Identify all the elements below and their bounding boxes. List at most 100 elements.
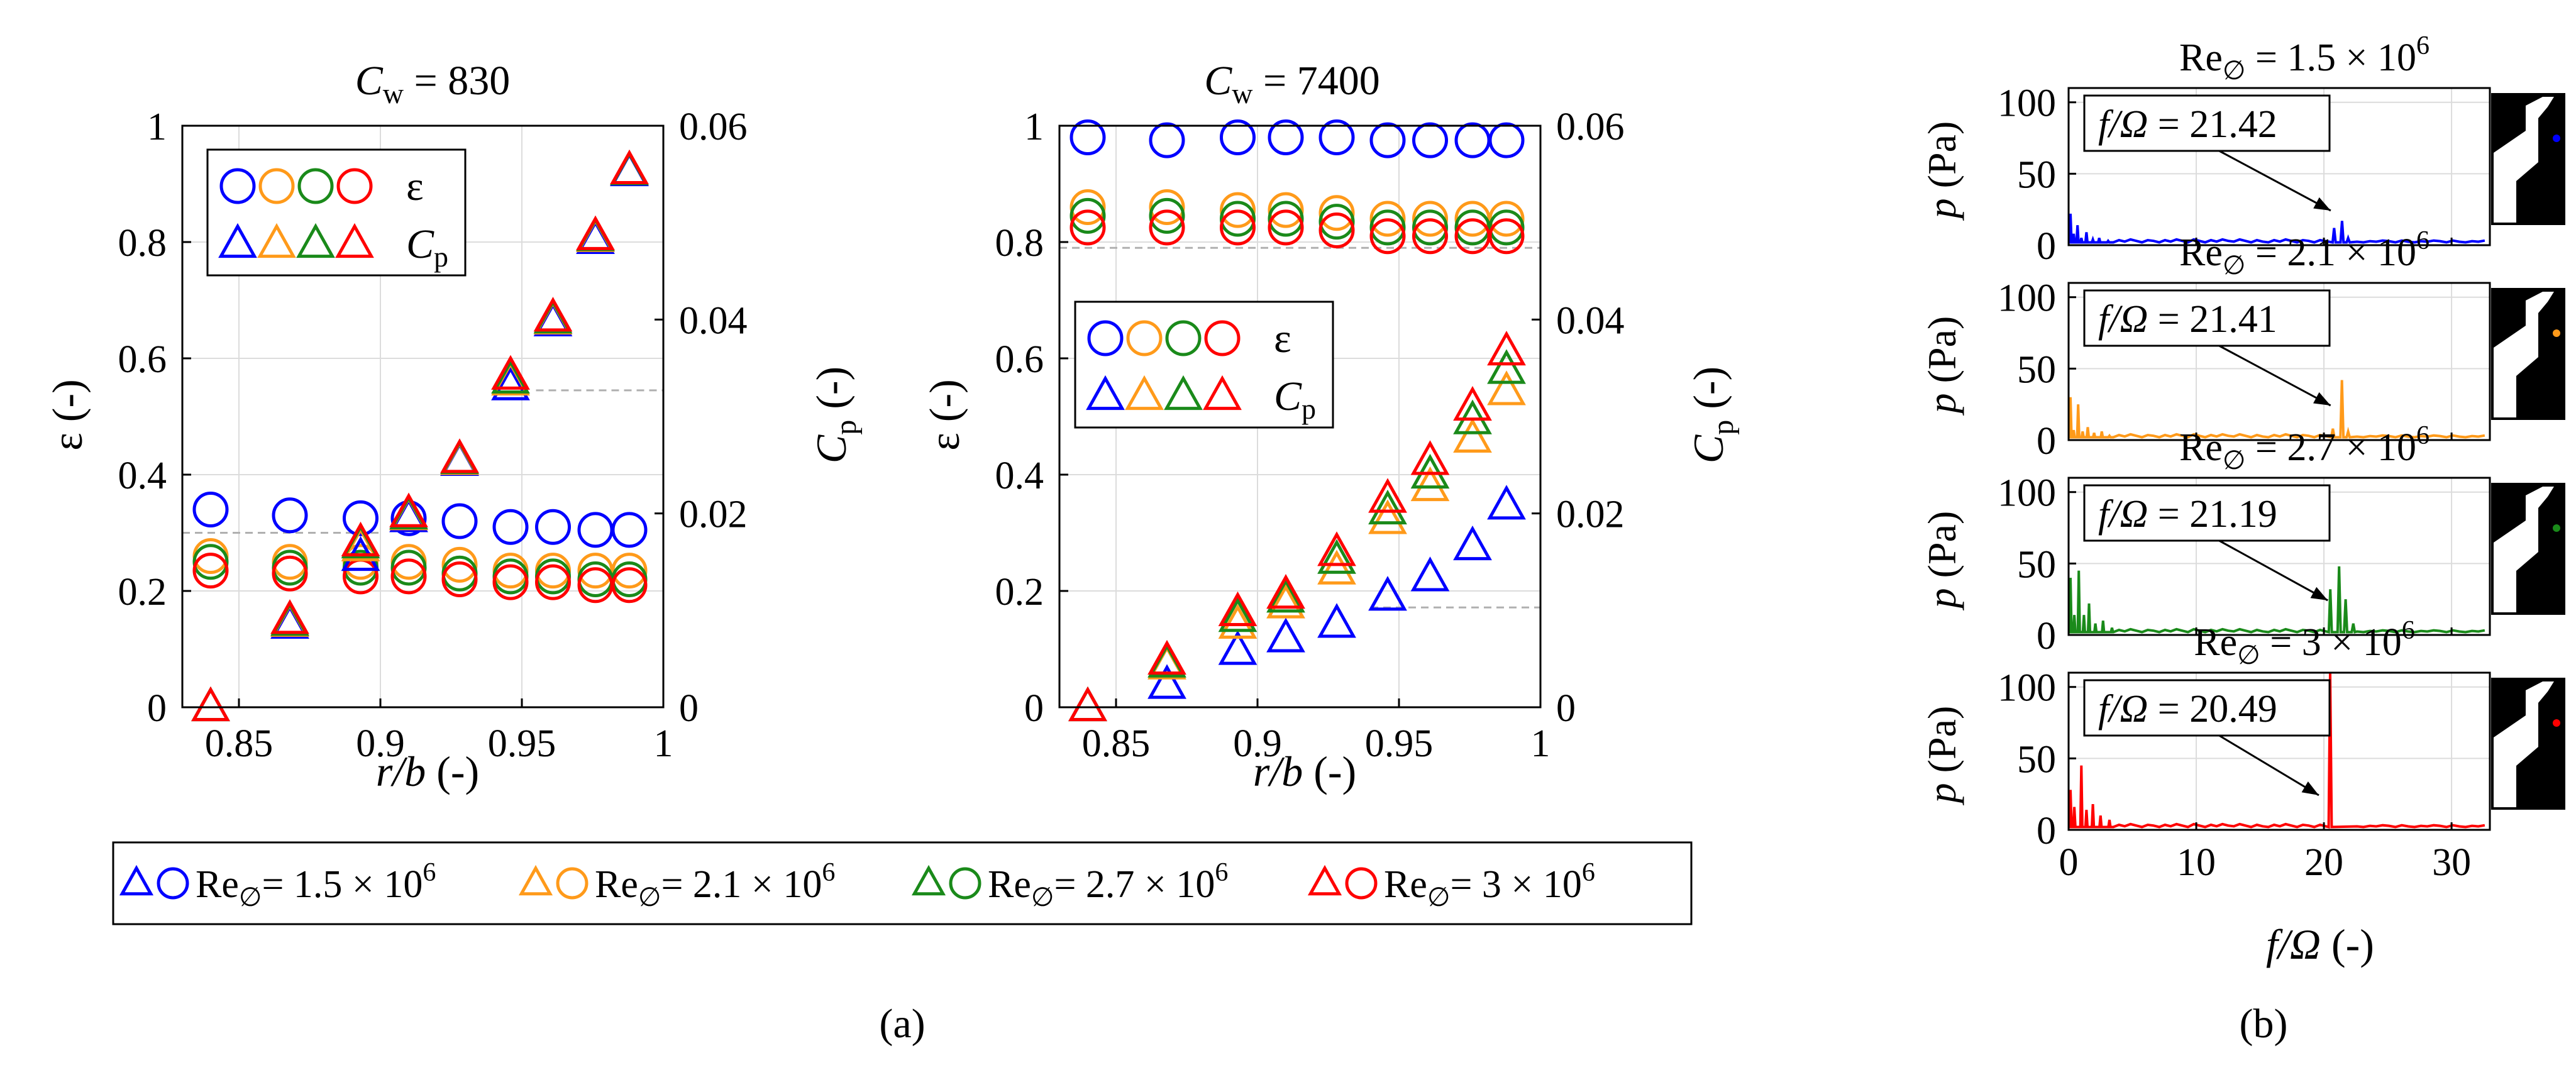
- chart-cw830-legend-circle-Re_1.5e6: [219, 168, 256, 204]
- spectrum-annotation-Re_2.1e6: f/Ω = 21.41: [2098, 298, 2277, 341]
- chart-cw830-epsilon-point-Re_1.5e6-2: [343, 500, 379, 536]
- chart-cw7400-ylabel-right: Cp (-): [1684, 367, 1740, 463]
- chart-cw7400-cp-point-Re_2.1e6-8: [1487, 370, 1526, 405]
- chart-cw7400-epsilon-point-Re_1.5e6-4: [1318, 119, 1355, 155]
- chart-cw7400-cp-point-Re_2.1e6-0: [1068, 686, 1107, 722]
- spectrum-Re_2.7e6-ytick-label-1: 50: [2017, 543, 2056, 586]
- chart-cw830-ytick-left-label-3: 0.6: [118, 338, 167, 381]
- chart-cw830-epsilon-point-Re_1.5e6-4: [441, 503, 478, 539]
- chart-cw7400-epsilon-point-Re_1.5e6-2: [1220, 119, 1256, 155]
- chart-cw7400-ylabel-left: ε (-): [920, 379, 968, 451]
- chart-cw830-ytick-right-label-1: 0.02: [679, 494, 748, 536]
- spectrum-Re_2.7e6-ytick-label-0: 0: [2037, 615, 2056, 658]
- chart-cw7400-xtick-label-1: 0.9: [1233, 722, 1282, 765]
- chart-cw830-xlabel: r/b (-): [376, 747, 479, 795]
- chart-cw830-ytick-left-label-2: 0.4: [118, 455, 167, 497]
- spectrum-Re_3e6-ytick-label-2: 100: [1998, 667, 2056, 710]
- chart-cw7400-legend: ε Cp: [1074, 301, 1334, 429]
- chart-cw830-epsilon-point-Re_2.7e6-3: [390, 549, 427, 586]
- chart-cw7400-epsilon-point-Re_1.5e6-5: [1369, 122, 1406, 158]
- chart-cw830-epsilon-point-Re_1.5e6-0: [192, 492, 229, 527]
- chart-cw7400-cp-point-Re_1.5e6-2: [1218, 630, 1258, 665]
- chart-cw830-guide-lines: [182, 389, 663, 534]
- chart-cw830-epsilon-point-Re_3e6-3: [390, 558, 427, 595]
- chart-cw7400-cp-point-Re_3e6-5: [1368, 478, 1407, 513]
- chart-cw7400-ytick-left-label-5: 1: [1024, 106, 1044, 148]
- chart-cw830-cp-point-Re_2.7e6-5: [491, 358, 530, 394]
- chart-cw7400-legend-triangle-Re_2.7e6: [1164, 375, 1203, 411]
- chart-cw7400-ytick-left-label-1: 0.2: [995, 571, 1044, 614]
- spectrum-title-Re_3e6: Re∅ = 3 × 106: [2194, 616, 2414, 670]
- spectrum-inset-probe-Re_2.7e6: [2553, 524, 2560, 532]
- chart-cw7400-ytick-left-label-2: 0.4: [995, 455, 1044, 497]
- chart-cw7400-epsilon-point-Re_2.1e6-5: [1369, 201, 1406, 237]
- shared-legend-label-Re_2.1e6: Re∅= 2.1 × 106: [595, 858, 835, 912]
- chart-cw7400-ytick-right-label-2: 0.04: [1556, 299, 1625, 342]
- chart-cw7400-title: Cw = 7400: [1204, 58, 1380, 109]
- spectrum-ylabel-Re_2.7e6: p (Pa): [1920, 511, 1964, 611]
- chart-cw7400-cp-point-Re_2.1e6-5: [1368, 499, 1407, 534]
- chart-cw7400-legend-box: [1074, 301, 1334, 429]
- spectrum-annotation-arrow-Re_3e6: [2218, 734, 2319, 797]
- chart-cw7400-cp-point-Re_2.1e6-7: [1453, 417, 1492, 453]
- spectrum-annotation-box-Re_2.1e6: [2083, 289, 2331, 347]
- chart-cw7400-epsilon-point-Re_1.5e6-6: [1412, 122, 1448, 158]
- shared-legend-triangle-Re_2.7e6: [911, 864, 946, 896]
- chart-cw830-cp-point-Re_2.1e6-8: [610, 150, 649, 185]
- shared-legend-circle-Re_2.1e6: [556, 867, 589, 900]
- spectrum-inset-shape-Re_3e6: [2494, 681, 2554, 807]
- chart-cw7400: Cw = 7400 0.85 0.9 0.95 100.20.40.60.8100.0…: [920, 58, 1740, 795]
- chart-cw7400-epsilon-point-Re_3e6-4: [1318, 212, 1355, 248]
- chart-cw7400-cp-point-Re_2.7e6-2: [1218, 597, 1258, 632]
- chart-cw7400-epsilon-point-Re_1.5e6-1: [1149, 122, 1185, 158]
- spectrum-xtick-label-2: 20: [2304, 841, 2343, 884]
- chart-cw7400-cp-point-Re_2.1e6-6: [1410, 466, 1450, 502]
- spectrum-xtick-label-3: 30: [2432, 841, 2471, 884]
- spectrum-geometry-inset-Re_2.1e6: [2491, 288, 2565, 420]
- chart-cw7400-ytick-left-label-0: 0: [1024, 687, 1044, 730]
- chart-cw7400-epsilon-point-Re_1.5e6-0: [1070, 119, 1106, 155]
- spectrum-subplot-Re_1.5e6: Re∅ = 1.5 × 106 0 50 100 p (Pa) f/Ω = 21.42: [1920, 31, 2565, 268]
- chart-cw7400-cp-point-Re_1.5e6-6: [1410, 556, 1450, 592]
- chart-cw7400-epsilon-point-Re_2.1e6-4: [1318, 195, 1355, 231]
- chart-cw7400-cp-point-Re_1.5e6-0: [1068, 686, 1107, 722]
- chart-cw830-axes-box: [181, 124, 665, 709]
- chart-cw830-cp-point-Re_3e6-3: [389, 492, 428, 527]
- chart-cw830-legend-box: [206, 148, 467, 277]
- chart-cw7400-epsilon-point-Re_2.1e6-8: [1488, 201, 1525, 237]
- chart-cw830-epsilon-point-Re_3e6-8: [611, 567, 648, 604]
- spectrum-trace-Re_3e6: [2068, 672, 2485, 829]
- chart-cw7400-ytick-right-label-0: 0: [1556, 687, 1576, 730]
- chart-cw830-legend-triangle-Re_3e6: [335, 223, 374, 258]
- spectrum-subplot-Re_3e6: Re∅ = 3 × 106 0 50 100 0 10 20 30 p (Pa) f/Ω = 20…: [1920, 616, 2565, 884]
- chart-cw830-ytick-left-label-4: 0.8: [118, 222, 167, 265]
- chart-cw7400-cp-point-Re_2.7e6-8: [1487, 349, 1526, 384]
- chart-cw7400-cp-point-Re_3e6-6: [1410, 440, 1450, 475]
- spectrum-Re_3e6-axes-box: [2067, 671, 2491, 831]
- chart-cw7400-legend-label-1: Cp: [1274, 373, 1316, 425]
- chart-cw7400-epsilon-point-Re_1.5e6-7: [1454, 122, 1491, 158]
- chart-cw7400-epsilon-point-Re_2.1e6-1: [1149, 189, 1185, 225]
- spectrum-annotation-arrow-Re_2.1e6: [2218, 345, 2331, 407]
- shared-legend-triangle-Re_2.1e6: [518, 864, 553, 896]
- panel-label-b: (b): [2240, 1001, 2288, 1047]
- chart-cw7400-epsilon-point-Re_3e6-6: [1412, 218, 1448, 255]
- chart-cw7400-epsilon-point-Re_2.7e6-4: [1318, 204, 1355, 240]
- chart-cw7400-epsilon-point-Re_2.7e6-0: [1070, 197, 1106, 234]
- chart-cw7400-cp-point-Re_1.5e6-8: [1487, 485, 1526, 520]
- chart-cw830-epsilon-point-Re_1.5e6-6: [535, 509, 571, 545]
- chart-cw7400-cp-point-Re_1.5e6-7: [1453, 525, 1492, 561]
- chart-cw830-ylabel-left: ε (-): [43, 379, 91, 451]
- chart-cw830-epsilon-point-Re_1.5e6-8: [611, 512, 648, 548]
- spectrum-Re_2.1e6-ytick-label-1: 50: [2017, 348, 2056, 391]
- chart-cw7400-legend-label-0: ε: [1274, 316, 1291, 361]
- chart-cw7400-cp-point-Re_3e6-4: [1317, 531, 1356, 566]
- spectrum-inset-probe-Re_3e6: [2553, 719, 2560, 727]
- shared-legend-label-Re_3e6: Re∅= 3 × 106: [1384, 858, 1595, 912]
- spectrum-annotation-arrowhead-Re_2.1e6: [2313, 392, 2331, 405]
- chart-cw7400-epsilon-point-Re_3e6-0: [1070, 209, 1106, 246]
- chart-cw830-cp-point-Re_3e6-6: [533, 297, 573, 332]
- chart-cw830: Cw = 830 0.85 0.9 0.95 100.20.40.60.8100.02…: [43, 58, 863, 795]
- chart-cw830-legend-label-1: Cp: [406, 221, 448, 273]
